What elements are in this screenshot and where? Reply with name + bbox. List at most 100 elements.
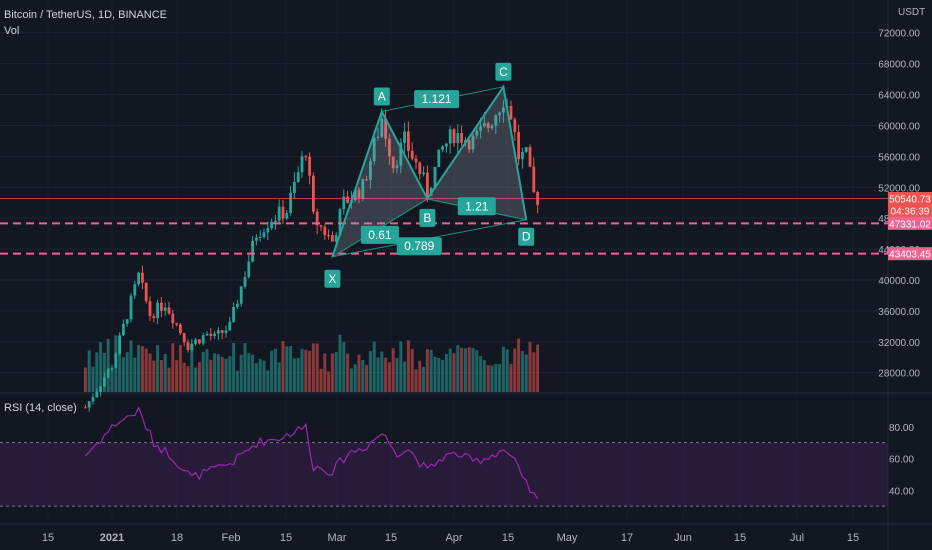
pattern-ratio-a-c: 1.121 bbox=[422, 92, 452, 106]
candle-body bbox=[395, 165, 399, 169]
candle-body bbox=[528, 147, 532, 167]
candle-body bbox=[262, 232, 266, 237]
volume-bar bbox=[414, 369, 418, 392]
volume-bar bbox=[517, 338, 521, 392]
volume-bar bbox=[137, 344, 141, 392]
pattern-ratio-x-b-bg bbox=[360, 225, 399, 244]
volume-bar bbox=[133, 357, 137, 392]
time-tick-label: Mar bbox=[328, 532, 347, 544]
volume-bar bbox=[479, 356, 483, 392]
pattern-point-d: D bbox=[522, 230, 531, 244]
volume-bar bbox=[243, 343, 247, 392]
volume-bar bbox=[304, 349, 308, 392]
volume-bar bbox=[349, 368, 353, 392]
rsi-axis: 80.00 60.00 40.00 bbox=[889, 423, 914, 498]
volume-bar bbox=[448, 348, 452, 392]
candle-body bbox=[186, 342, 190, 350]
volume-bar bbox=[281, 341, 285, 392]
rsi-tick-label: 80.00 bbox=[889, 423, 914, 434]
time-tick-label: 15 bbox=[502, 532, 514, 544]
volume-bar bbox=[505, 349, 509, 392]
volume-bar bbox=[247, 353, 251, 392]
candle-body bbox=[209, 333, 213, 336]
candle-body bbox=[103, 377, 106, 387]
candle-body bbox=[270, 221, 273, 229]
time-axis[interactable]: 15 2021 18 Feb 15 Mar 15 Apr 15 May 17 Jun 15 Jul 15 bbox=[42, 532, 859, 544]
symbol-title: Bitcoin / TetherUS, 1D, BINANCE bbox=[4, 9, 168, 21]
volume-bar bbox=[258, 359, 262, 392]
volume-bars bbox=[83, 334, 540, 392]
candle-body bbox=[391, 156, 395, 169]
volume-bar bbox=[361, 360, 365, 392]
candle-body bbox=[171, 313, 175, 324]
candle-body bbox=[266, 228, 270, 233]
candle-body bbox=[232, 306, 235, 322]
candle-body bbox=[217, 330, 220, 334]
candle-body bbox=[517, 131, 520, 160]
volume-bar bbox=[437, 358, 441, 392]
volume-bar bbox=[220, 357, 224, 392]
volume-bar bbox=[501, 346, 505, 392]
harmonic-pattern[interactable]: X A B C D 0.61 1.121 1.21 0.789 bbox=[324, 62, 535, 288]
candle-body bbox=[205, 333, 209, 336]
rsi-tick-label: 60.00 bbox=[889, 455, 914, 466]
candle-body bbox=[308, 156, 311, 176]
price-tick-label: 56000.00 bbox=[878, 152, 920, 163]
price-tick-label: 52000.00 bbox=[878, 183, 920, 194]
price-tick-label: 36000.00 bbox=[878, 307, 920, 318]
volume-bar bbox=[213, 353, 217, 392]
candle-body bbox=[521, 152, 524, 160]
volume-bar bbox=[441, 359, 445, 392]
candle-body bbox=[509, 106, 513, 120]
price-tick-label: 72000.00 bbox=[878, 29, 920, 40]
volume-bar bbox=[270, 350, 274, 392]
candle-body bbox=[338, 209, 342, 236]
volume-bar bbox=[300, 348, 304, 392]
candle-body bbox=[304, 156, 308, 158]
pattern-ratio-a-c-bg bbox=[414, 90, 460, 109]
candle-body bbox=[160, 302, 163, 311]
volume-bar bbox=[482, 360, 486, 392]
volume-bar bbox=[338, 334, 342, 392]
volume-bar bbox=[167, 367, 171, 392]
rsi-label: RSI (14, close) bbox=[4, 402, 77, 414]
volume-bar bbox=[475, 350, 479, 392]
volume-bar bbox=[209, 359, 213, 392]
pattern-ratio-b-d-bg bbox=[457, 197, 496, 216]
volume-bar bbox=[239, 354, 243, 392]
price-tag-bg bbox=[888, 247, 932, 261]
candle-body bbox=[251, 240, 254, 262]
candle-body bbox=[133, 284, 137, 296]
candle-body bbox=[289, 192, 292, 213]
volume-bar bbox=[190, 343, 194, 392]
candle-body bbox=[407, 131, 410, 151]
volume-bar bbox=[463, 348, 467, 392]
time-tick-label: May bbox=[557, 532, 578, 544]
candle-body bbox=[327, 235, 330, 237]
candle-body bbox=[285, 212, 289, 219]
volume-bar bbox=[163, 354, 167, 392]
candle-body bbox=[95, 391, 99, 398]
time-tick-label: 15 bbox=[734, 532, 746, 544]
price-tag-value: 50540.73 bbox=[889, 195, 931, 206]
volume-bar bbox=[140, 346, 144, 392]
volume-bar bbox=[460, 347, 464, 392]
candle-body bbox=[494, 115, 498, 126]
volume-bar bbox=[87, 350, 91, 392]
candles bbox=[84, 98, 539, 412]
candle-body bbox=[198, 339, 201, 344]
volume-bar bbox=[121, 357, 125, 392]
volume-bar bbox=[391, 348, 395, 392]
volume-bar bbox=[144, 348, 148, 392]
price-tag-bg bbox=[888, 192, 932, 219]
candle-body bbox=[346, 196, 349, 203]
volume-bar bbox=[175, 360, 179, 392]
volume-bar bbox=[289, 346, 293, 392]
candle-body bbox=[448, 129, 452, 144]
volume-bar bbox=[273, 348, 277, 392]
time-tick-label: 18 bbox=[171, 532, 183, 544]
price-tick-label: 28000.00 bbox=[878, 369, 920, 380]
candle-body bbox=[228, 321, 232, 331]
volume-bar bbox=[365, 365, 369, 392]
